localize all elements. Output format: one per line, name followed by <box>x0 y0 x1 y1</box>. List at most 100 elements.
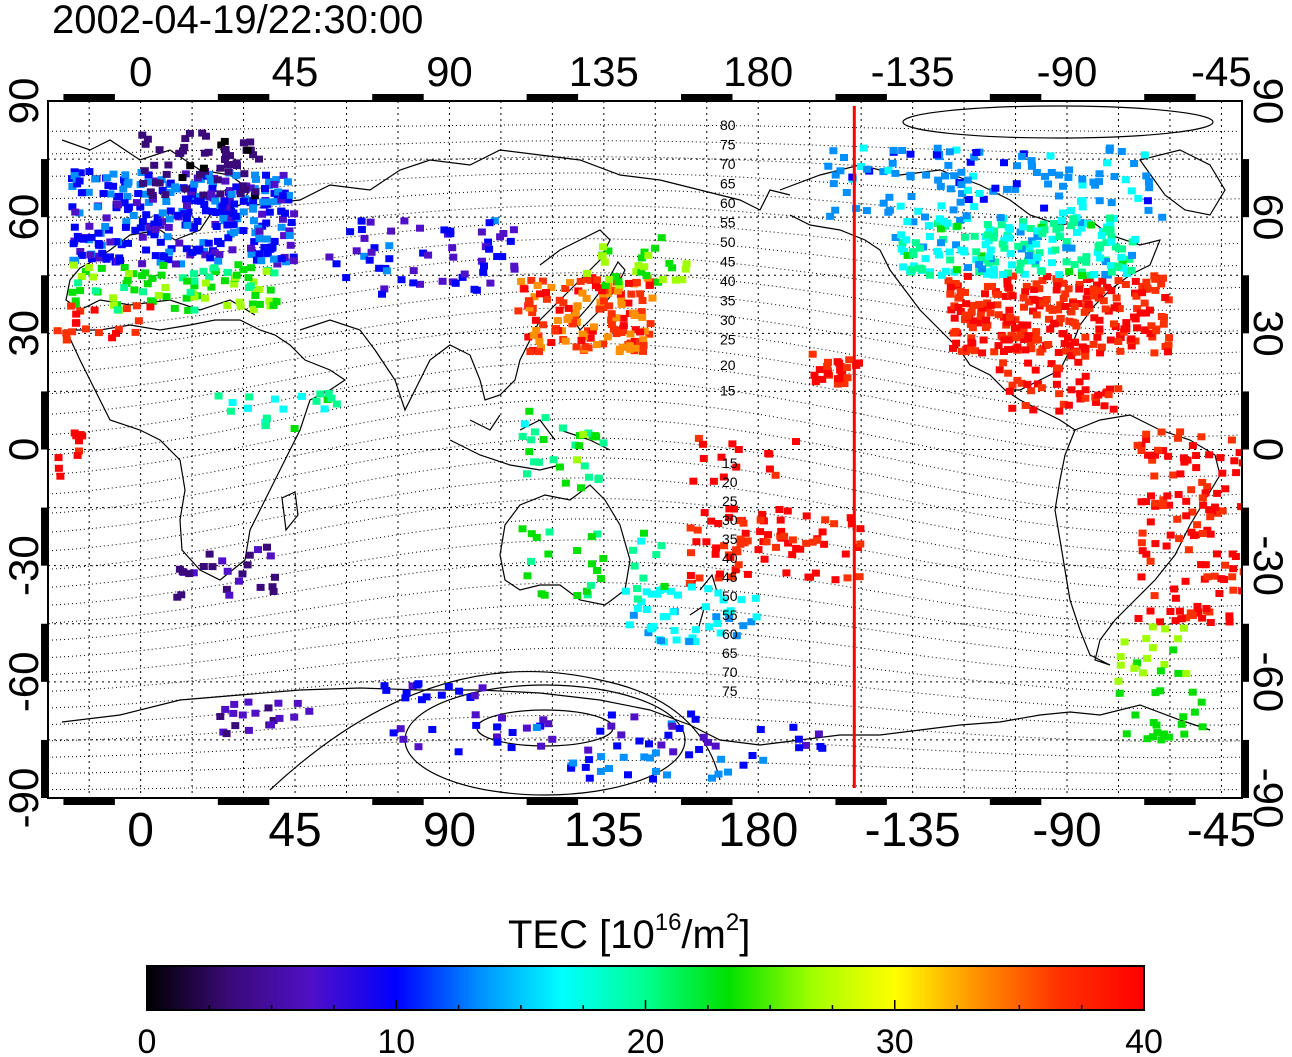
tec-sample <box>1151 286 1160 294</box>
tec-sample <box>1094 294 1103 302</box>
tec-sample <box>567 764 576 772</box>
tec-sample <box>158 187 167 194</box>
tec-sample <box>1023 321 1032 329</box>
tec-sample <box>1064 285 1073 293</box>
tec-sample <box>248 300 257 308</box>
tec-sample <box>1237 503 1242 511</box>
tec-sample <box>278 215 287 223</box>
mag-lat-contour <box>48 669 1241 710</box>
tec-sample <box>1062 347 1070 355</box>
tec-sample <box>479 268 488 276</box>
tec-sample <box>950 314 959 322</box>
tec-sample <box>1027 237 1036 245</box>
tec-sample <box>699 440 707 448</box>
tec-sample <box>1109 405 1118 413</box>
tec-sample <box>699 733 708 741</box>
tec-sample <box>1027 345 1036 353</box>
tec-sample <box>532 326 541 334</box>
tec-sample <box>617 301 626 308</box>
tec-sample <box>772 543 780 551</box>
tec-sample <box>1081 344 1090 352</box>
tec-sample <box>72 310 81 318</box>
tec-sample <box>992 290 1001 298</box>
tec-sample <box>613 287 622 295</box>
tec-sample <box>375 264 384 272</box>
tec-sample <box>184 306 193 314</box>
tec-sample <box>89 273 98 281</box>
right-lat-label: 90 <box>1245 78 1292 125</box>
frame-tick-bar <box>372 94 424 101</box>
tec-sample <box>964 264 972 272</box>
tec-sample <box>1013 162 1021 170</box>
tec-sample <box>71 208 80 216</box>
tec-sample <box>145 223 154 231</box>
tec-sample <box>586 334 595 342</box>
left-lat-label: -30 <box>0 535 47 596</box>
mag-lat-contour <box>48 457 1241 535</box>
tec-sample <box>780 532 789 540</box>
mag-lat-contour <box>48 560 1241 625</box>
tec-sample <box>640 327 649 335</box>
tec-sample <box>947 306 956 314</box>
tec-sample <box>585 756 594 764</box>
tec-sample <box>588 560 596 568</box>
tec-sample <box>748 752 757 759</box>
tec-sample <box>177 591 186 599</box>
tec-sample <box>97 264 106 272</box>
tec-sample <box>1142 430 1151 438</box>
tec-sample <box>277 255 286 263</box>
tec-sample <box>290 425 299 432</box>
tec-sample <box>1192 452 1201 459</box>
tec-sample <box>1134 615 1143 622</box>
contour-label-north: 45 <box>720 254 736 270</box>
contour-label-south: 20 <box>722 474 738 490</box>
tec-sample <box>824 162 833 170</box>
tec-sample <box>534 458 543 466</box>
tec-sample <box>691 715 700 723</box>
tec-sample <box>477 228 486 236</box>
tec-sample <box>1132 292 1141 300</box>
tec-sample <box>941 172 949 180</box>
tec-sample <box>1095 244 1104 252</box>
tec-sample <box>739 622 748 630</box>
tec-sample <box>1215 590 1224 597</box>
tec-sample <box>258 210 267 218</box>
tec-sample <box>279 405 288 413</box>
tec-sample <box>211 197 220 205</box>
tec-sample <box>201 251 210 259</box>
tec-sample <box>284 196 293 204</box>
tec-sample <box>1181 577 1190 585</box>
tec-sample <box>219 207 228 215</box>
tec-sample <box>378 290 386 298</box>
tec-sample <box>593 530 602 538</box>
tec-sample <box>227 190 236 198</box>
mag-lat-contour <box>48 379 1241 458</box>
tec-sample <box>1098 277 1107 285</box>
tec-sample <box>644 251 653 259</box>
tec-sample <box>269 588 278 595</box>
tec-sample <box>649 775 657 783</box>
left-lat-label: 60 <box>0 194 47 241</box>
tec-sample <box>535 337 544 345</box>
tec-sample <box>1081 333 1090 341</box>
tec-sample <box>178 274 187 282</box>
tec-sample <box>183 277 192 285</box>
tec-sample <box>484 238 493 246</box>
tec-sample <box>1198 723 1207 731</box>
top-longitude-labels: 0 45 90 135 180 -135 -90 -45 <box>129 48 1252 95</box>
tec-sample <box>1143 735 1152 743</box>
frame-tick-bar <box>41 275 48 334</box>
tec-sample <box>1227 436 1236 444</box>
tec-sample <box>638 297 647 304</box>
tec-sample <box>150 231 159 239</box>
tec-sample <box>1142 550 1151 558</box>
tec-sample <box>1046 152 1055 160</box>
tec-sample <box>414 680 423 688</box>
tec-sample <box>449 253 458 261</box>
tec-sample <box>165 215 174 223</box>
bottom-lon-label: 45 <box>268 804 321 857</box>
tec-sample <box>367 248 376 256</box>
tec-sample <box>1117 148 1126 155</box>
tec-sample <box>1033 254 1042 262</box>
